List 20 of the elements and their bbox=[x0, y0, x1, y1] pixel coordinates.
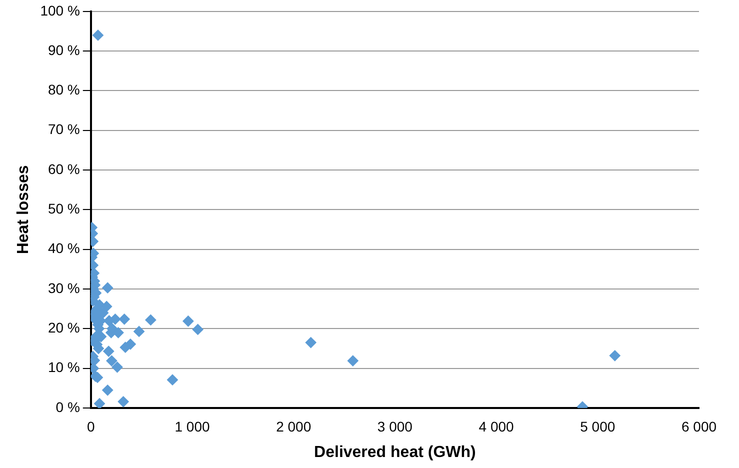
x-tick-label: 1 000 bbox=[174, 418, 210, 434]
y-tick-label: 60 % bbox=[48, 160, 80, 177]
x-tick-label: 6 000 bbox=[681, 418, 717, 434]
x-tick-label: 2 000 bbox=[276, 418, 312, 434]
y-tick-label: 100 % bbox=[40, 2, 80, 18]
x-tick-label: 4 000 bbox=[478, 418, 514, 434]
y-tick-label: 40 % bbox=[48, 240, 80, 256]
y-tick-label: 10 % bbox=[48, 359, 80, 376]
x-axis-title: Delivered heat (GWh) bbox=[314, 444, 476, 461]
y-tick-label: 50 % bbox=[48, 200, 80, 217]
y-axis-title: Heat losses bbox=[15, 165, 32, 254]
y-tick-label: 0 % bbox=[56, 398, 80, 415]
y-tick-label: 20 % bbox=[48, 320, 80, 336]
y-tick-label: 80 % bbox=[48, 82, 80, 98]
y-tick-label: 90 % bbox=[48, 42, 80, 58]
x-tick-label: 0 bbox=[87, 418, 95, 434]
x-tick-label: 5 000 bbox=[580, 418, 616, 434]
x-tick-label: 3 000 bbox=[377, 418, 413, 434]
y-tick-label: 30 % bbox=[48, 280, 80, 296]
y-tick-label: 70 % bbox=[48, 121, 80, 138]
